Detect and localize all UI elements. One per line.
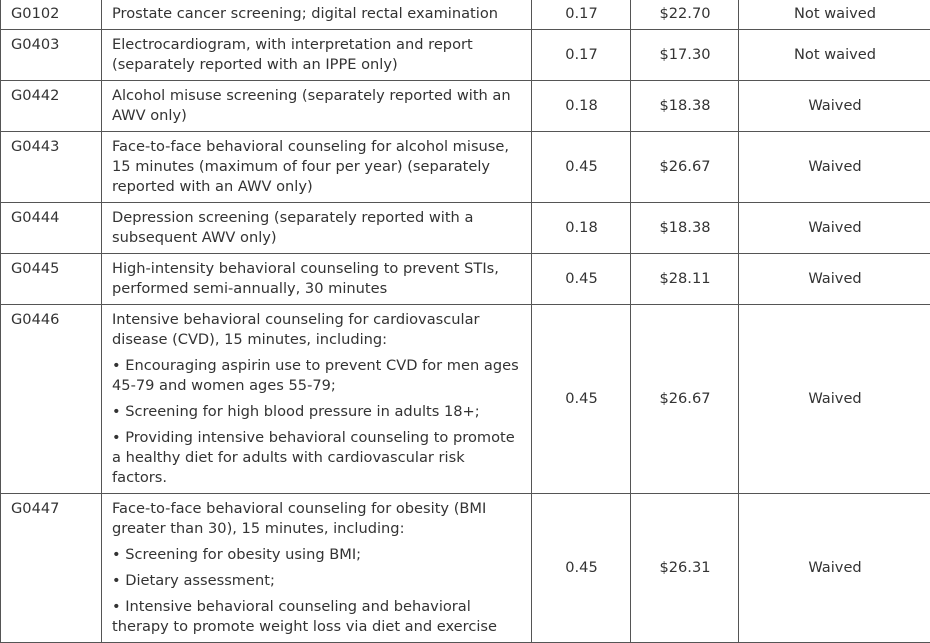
payment-amount: $18.38 [631, 81, 739, 132]
coinsurance-status: Waived [739, 132, 930, 203]
description-cell: Depression screening (separately reporte… [102, 203, 532, 254]
description-text: Face-to-face behavioral counseling for o… [112, 499, 522, 539]
hcpcs-code: G0102 [1, 0, 102, 30]
hcpcs-code: G0443 [1, 132, 102, 203]
payment-amount: $17.30 [631, 30, 739, 81]
coinsurance-status: Waived [739, 305, 930, 494]
payment-amount: $26.67 [631, 132, 739, 203]
table-row: G0102 Prostate cancer screening; digital … [1, 0, 930, 30]
rvu-value: 0.17 [532, 30, 631, 81]
description-cell: Electrocardiogram, with interpretation a… [102, 30, 532, 81]
hcpcs-code: G0442 [1, 81, 102, 132]
description-bullet: • Screening for high blood pressure in a… [112, 402, 522, 422]
rvu-value: 0.45 [532, 494, 631, 643]
description-bullet: • Intensive behavioral counseling and be… [112, 597, 522, 637]
description-cell: Prostate cancer screening; digital recta… [102, 0, 532, 30]
hcpcs-code: G0444 [1, 203, 102, 254]
rvu-value: 0.18 [532, 81, 631, 132]
hcpcs-code: G0446 [1, 305, 102, 494]
payment-amount: $26.67 [631, 305, 739, 494]
coinsurance-status: Not waived [739, 30, 930, 81]
description-text: High-intensity behavioral counseling to … [112, 259, 522, 299]
description-text: Prostate cancer screening; digital recta… [112, 4, 522, 24]
hcpcs-code: G0447 [1, 494, 102, 643]
description-text: Alcohol misuse screening (separately rep… [112, 86, 522, 126]
description-cell: Face-to-face behavioral counseling for a… [102, 132, 532, 203]
description-cell: Face-to-face behavioral counseling for o… [102, 494, 532, 643]
description-text: Electrocardiogram, with interpretation a… [112, 35, 522, 75]
description-cell: Alcohol misuse screening (separately rep… [102, 81, 532, 132]
description-text: Face-to-face behavioral counseling for a… [112, 137, 522, 197]
rvu-value: 0.18 [532, 203, 631, 254]
description-bullet: • Screening for obesity using BMI; [112, 545, 522, 565]
payment-amount: $18.38 [631, 203, 739, 254]
description-cell: Intensive behavioral counseling for card… [102, 305, 532, 494]
coinsurance-status: Not waived [739, 0, 930, 30]
rvu-value: 0.45 [532, 132, 631, 203]
description-bullet: • Dietary assessment; [112, 571, 522, 591]
description-bullet: • Encouraging aspirin use to prevent CVD… [112, 356, 522, 396]
coinsurance-status: Waived [739, 81, 930, 132]
rvu-value: 0.45 [532, 305, 631, 494]
hcpcs-code: G0445 [1, 254, 102, 305]
hcpcs-code: G0403 [1, 30, 102, 81]
description-text: Depression screening (separately reporte… [112, 208, 522, 248]
description-text: Intensive behavioral counseling for card… [112, 310, 522, 350]
payment-amount: $28.11 [631, 254, 739, 305]
coinsurance-status: Waived [739, 494, 930, 643]
rvu-value: 0.17 [532, 0, 631, 30]
rvu-value: 0.45 [532, 254, 631, 305]
description-cell: High-intensity behavioral counseling to … [102, 254, 532, 305]
payment-amount: $26.31 [631, 494, 739, 643]
description-bullet: • Providing intensive behavioral counsel… [112, 428, 522, 488]
coinsurance-status: Waived [739, 254, 930, 305]
payment-amount: $22.70 [631, 0, 739, 30]
coinsurance-status: Waived [739, 203, 930, 254]
